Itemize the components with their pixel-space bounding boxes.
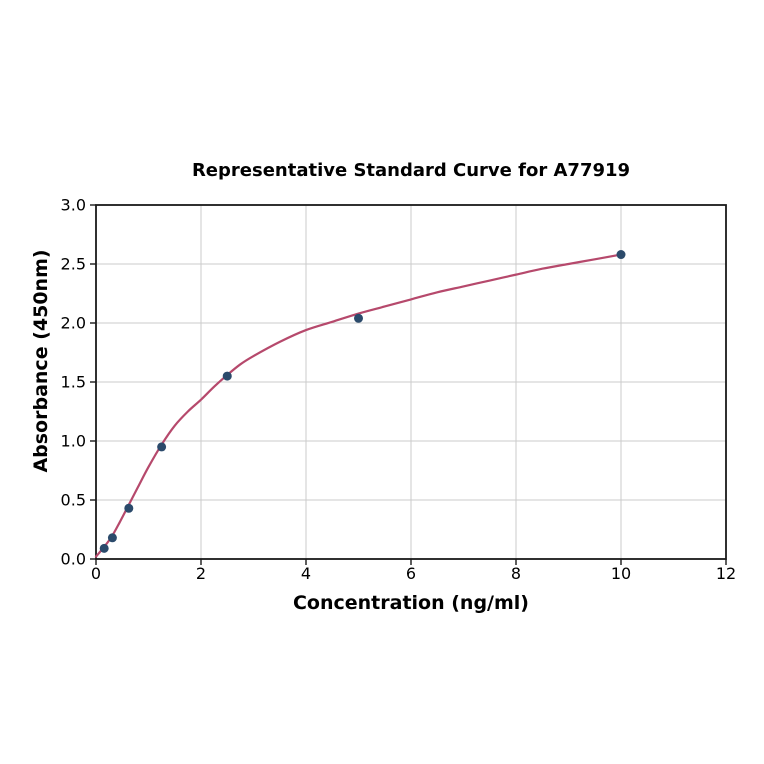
y-tick-label: 0.5 — [61, 491, 86, 510]
data-point — [222, 371, 232, 381]
y-tick-label: 2.5 — [61, 255, 86, 274]
data-point — [616, 250, 626, 260]
y-tick-label: 2.0 — [61, 314, 86, 333]
y-tick-label: 1.0 — [61, 432, 86, 451]
x-tick-label: 6 — [406, 564, 416, 583]
data-point — [124, 503, 134, 513]
x-tick-label: 12 — [716, 564, 736, 583]
data-point — [99, 543, 109, 553]
x-tick-label: 8 — [511, 564, 521, 583]
x-axis-label: Concentration (ng/ml) — [292, 592, 529, 614]
data-point — [354, 313, 363, 323]
fit-curve — [94, 253, 623, 558]
plot-border — [95, 204, 727, 560]
x-tick-label: 10 — [611, 564, 631, 583]
y-tick-label: 3.0 — [61, 196, 86, 215]
data-point — [157, 442, 167, 452]
x-tick-label: 0 — [91, 564, 101, 583]
x-tick-label: 2 — [196, 564, 206, 583]
chart-title: Representative Standard Curve for A77919 — [191, 160, 631, 181]
x-tick-label: 4 — [301, 564, 311, 583]
y-tick-label: 0.0 — [61, 550, 86, 569]
data-point — [107, 533, 117, 543]
y-tick-label: 1.5 — [61, 373, 86, 392]
